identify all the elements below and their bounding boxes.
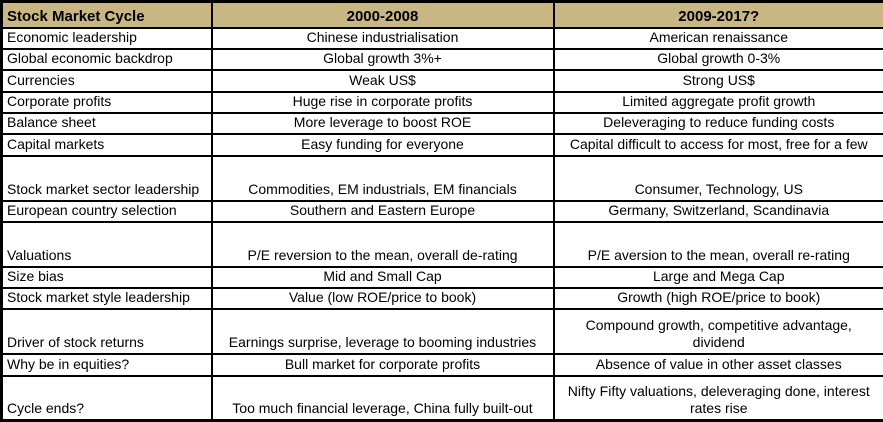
cell-2000-2008: Earnings surprise, leverage to booming i… xyxy=(210,308,555,356)
row-label-cell: Size bias xyxy=(0,265,213,290)
cell-2000-2008: Bull market for corporate profits xyxy=(210,353,555,377)
row-label-cell: Stock market sector leadership xyxy=(0,154,213,202)
cell-2009-2017: Compound growth, competitive advantage, … xyxy=(552,308,883,356)
cell-2009-2017: Consumer, Technology, US xyxy=(552,154,883,202)
row-label-cell: Why be in equities? xyxy=(0,353,213,377)
cell-2000-2008: More leverage to boost ROE xyxy=(210,111,555,136)
row-label-cell: Balance sheet xyxy=(0,111,213,136)
table-row: Driver of stock returns Earnings surprise… xyxy=(0,308,883,356)
cell-2000-2008: Value (low ROE/price to book) xyxy=(210,287,555,311)
header-2000-2008-cell: 2000-2008 xyxy=(210,0,555,29)
row-label-cell: Currencies xyxy=(0,69,213,93)
row-label-cell: Cycle ends? xyxy=(0,374,213,422)
table-row: Economic leadership Chinese industrialisa… xyxy=(0,26,883,50)
cell-2000-2008: Global growth 3%+ xyxy=(210,47,555,72)
table-row: Valuations P/E reversion to the mean, ove… xyxy=(0,220,883,268)
cell-2000-2008: P/E reversion to the mean, overall de-ra… xyxy=(210,220,555,268)
row-label-cell: Capital markets xyxy=(0,133,213,157)
row-label-cell: European country selection xyxy=(0,199,213,223)
table-row: European country selection Southern and E… xyxy=(0,199,883,223)
cell-2009-2017: Capital difficult to access for most, fr… xyxy=(552,133,883,157)
table-row: Stock market style leadership Value (low … xyxy=(0,287,883,311)
cell-2009-2017: Deleveraging to reduce funding costs xyxy=(552,111,883,136)
row-label-cell: Valuations xyxy=(0,220,213,268)
header-2009-2017-cell: 2009-2017? xyxy=(552,0,883,29)
cell-2000-2008: Southern and Eastern Europe xyxy=(210,199,555,223)
cell-2009-2017: Limited aggregate profit growth xyxy=(552,90,883,115)
header-title-cell: Stock Market Cycle xyxy=(0,0,213,29)
table-row: Capital markets Easy funding for everyone… xyxy=(0,133,883,157)
cell-2009-2017: American renaissance xyxy=(552,26,883,50)
row-label-cell: Economic leadership xyxy=(0,26,213,50)
cell-2009-2017: Strong US$ xyxy=(552,69,883,93)
table-row: Global economic backdrop Global growth 3%… xyxy=(0,47,883,72)
cell-2009-2017: Nifty Fifty valuations, deleveraging don… xyxy=(552,374,883,422)
table-body: Economic leadership Chinese industrialisa… xyxy=(0,26,883,422)
table-row: Cycle ends? Too much financial leverage, … xyxy=(0,374,883,422)
header-row: Stock Market Cycle 2000-2008 2009-2017? xyxy=(0,0,883,29)
cell-2000-2008: Too much financial leverage, China fully… xyxy=(210,374,555,422)
cell-2000-2008: Weak US$ xyxy=(210,69,555,93)
cell-2009-2017: Growth (high ROE/price to book) xyxy=(552,287,883,311)
table-row: Size bias Mid and Small Cap Large and Mega… xyxy=(0,265,883,290)
row-label-cell: Global economic backdrop xyxy=(0,47,213,72)
table-row: Stock market sector leadership Commoditie… xyxy=(0,154,883,202)
table-row: Why be in equities? Bull market for corpo… xyxy=(0,353,883,377)
cell-2000-2008: Mid and Small Cap xyxy=(210,265,555,290)
row-label-cell: Driver of stock returns xyxy=(0,308,213,356)
cell-2009-2017: Germany, Switzerland, Scandinavia xyxy=(552,199,883,223)
cell-2000-2008: Chinese industrialisation xyxy=(210,26,555,50)
cell-2009-2017: P/E aversion to the mean, overall re-rat… xyxy=(552,220,883,268)
table-header: Stock Market Cycle 2000-2008 2009-2017? xyxy=(0,0,883,29)
table-row: Corporate profits Huge rise in corporate … xyxy=(0,90,883,115)
cell-2000-2008: Commodities, EM industrials, EM financia… xyxy=(210,154,555,202)
cell-2009-2017: Large and Mega Cap xyxy=(552,265,883,290)
cell-2000-2008: Easy funding for everyone xyxy=(210,133,555,157)
cell-2000-2008: Huge rise in corporate profits xyxy=(210,90,555,115)
cell-2009-2017: Global growth 0-3% xyxy=(552,47,883,72)
table-row: Currencies Weak US$ Strong US$ xyxy=(0,69,883,93)
row-label-cell: Corporate profits xyxy=(0,90,213,115)
row-label-cell: Stock market style leadership xyxy=(0,287,213,311)
cell-2009-2017: Absence of value in other asset classes xyxy=(552,353,883,377)
table-row: Balance sheet More leverage to boost ROE D… xyxy=(0,111,883,136)
